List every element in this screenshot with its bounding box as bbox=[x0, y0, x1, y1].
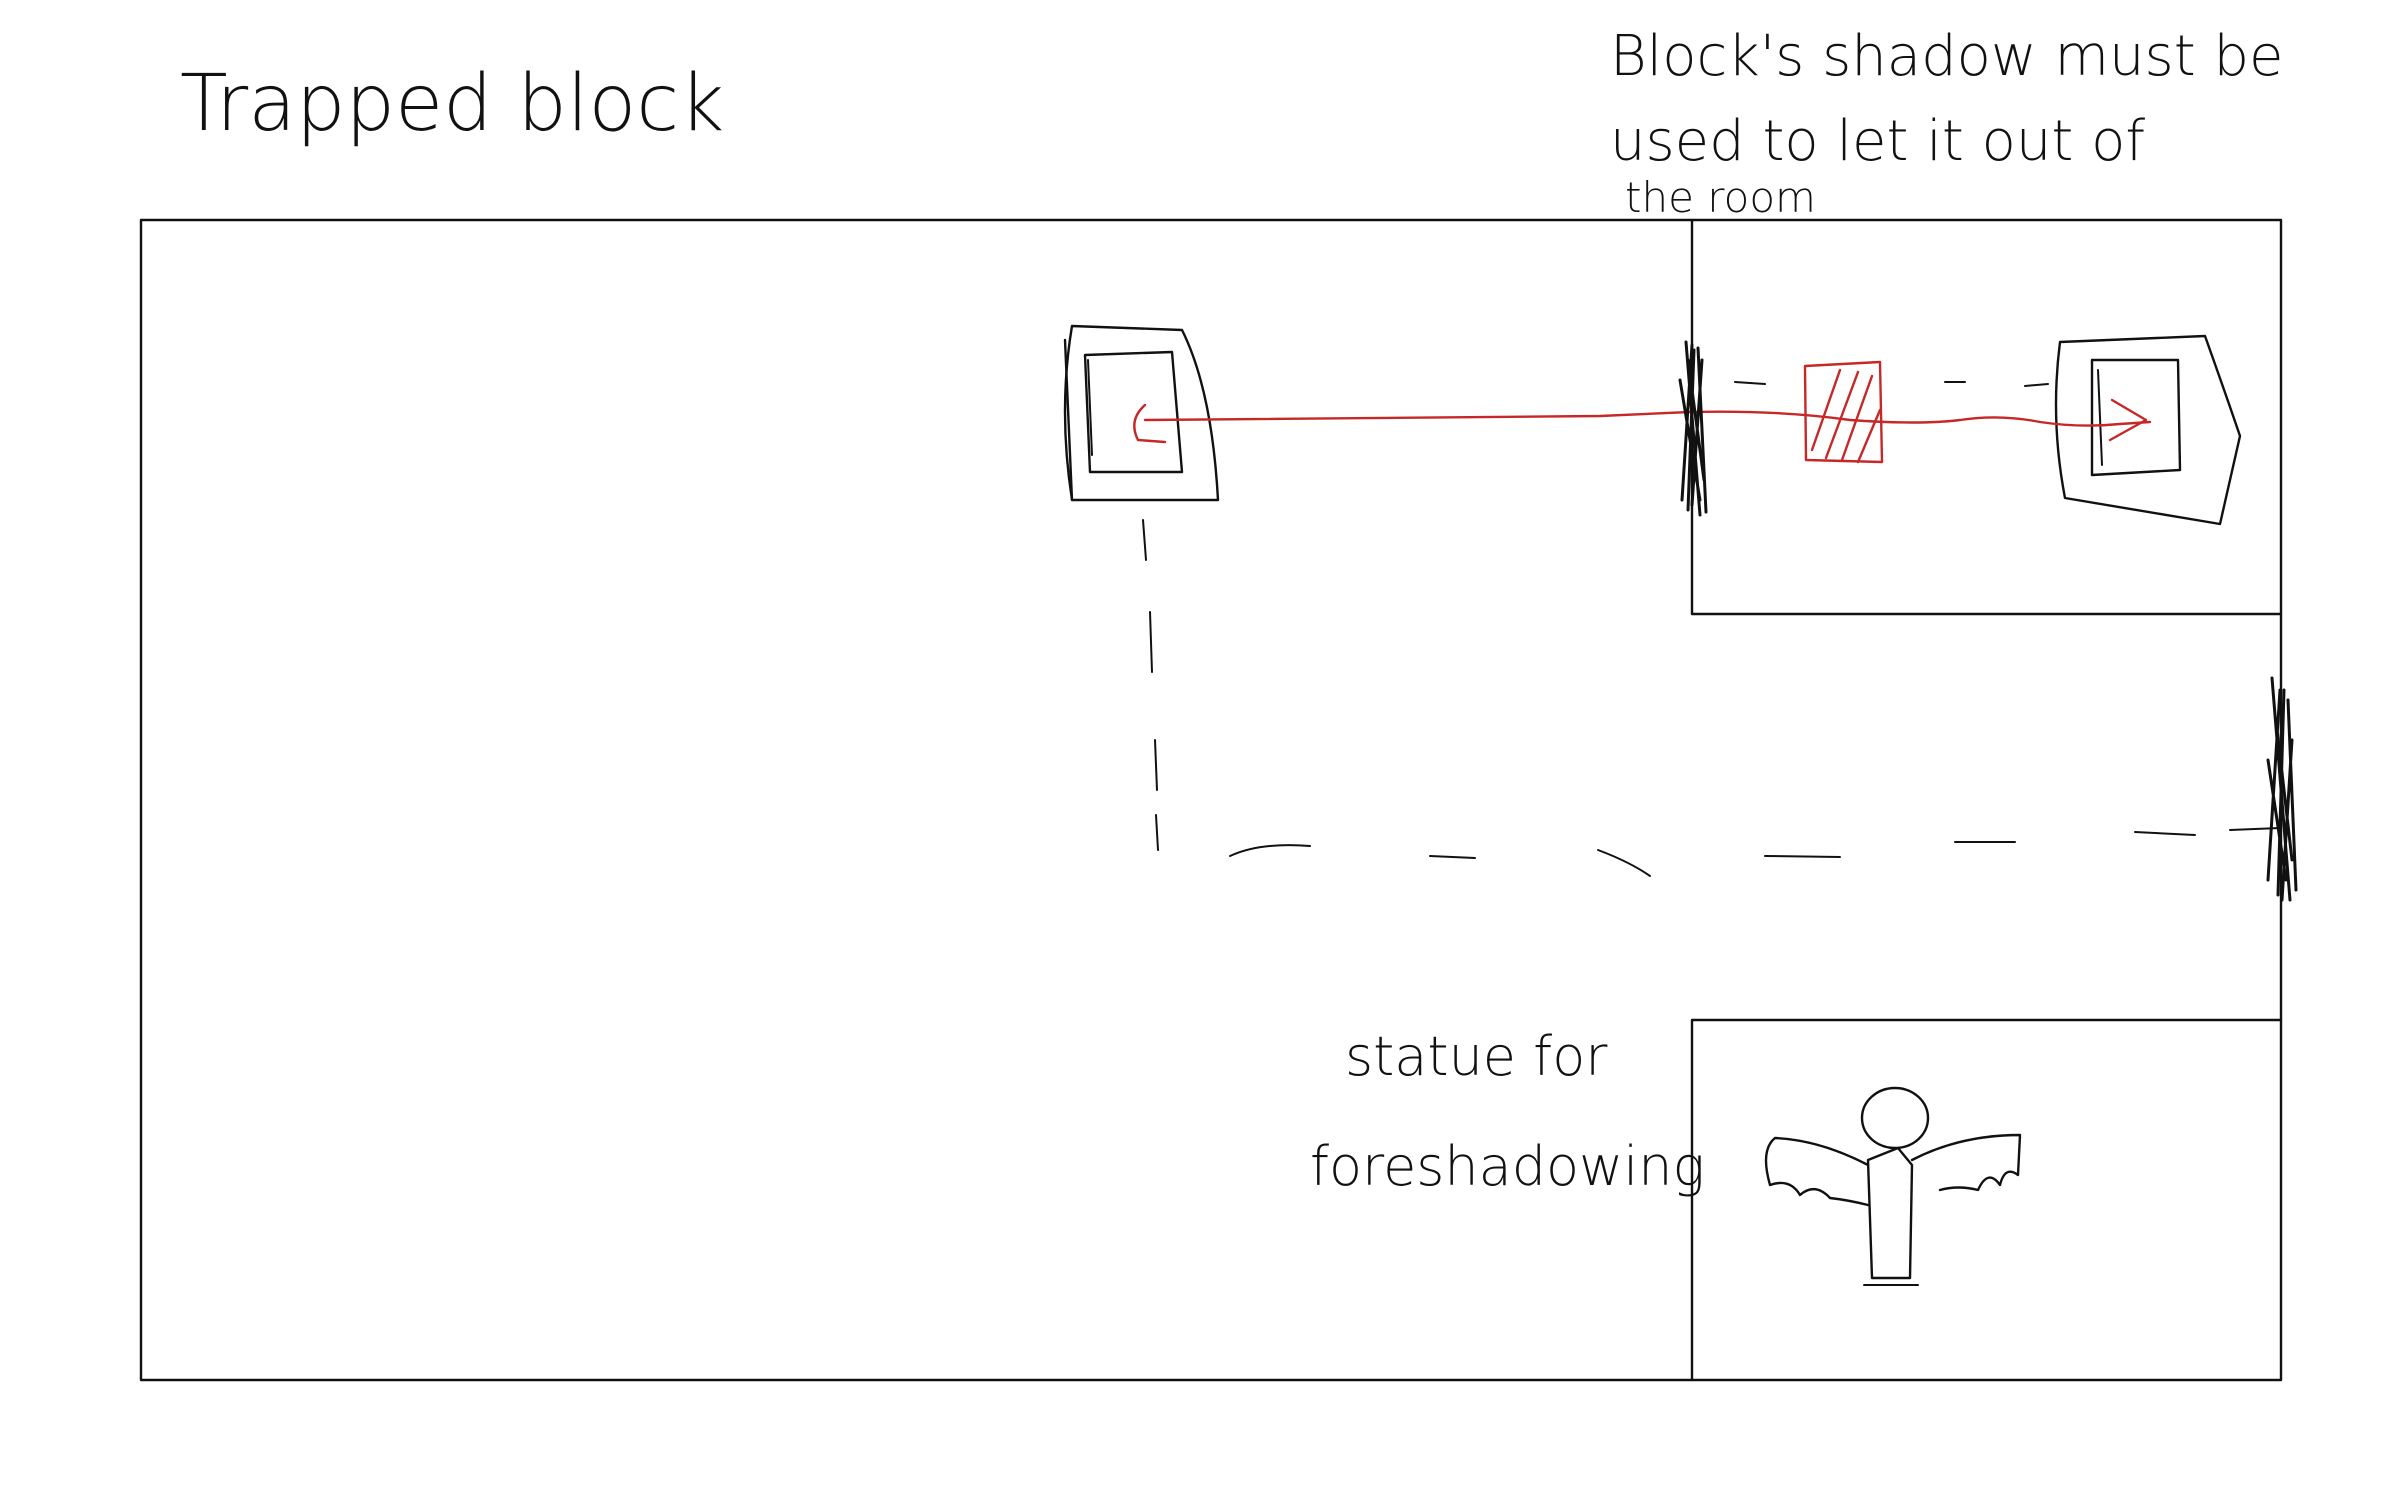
statue-note-line-2: foreshadowing bbox=[1310, 1135, 1705, 1198]
trapped-block bbox=[1063, 324, 1220, 502]
diagram-title: Trapped block bbox=[180, 59, 724, 149]
block-target bbox=[2054, 334, 2242, 526]
statue-alcove-walls bbox=[1690, 1018, 2283, 1382]
shadow-note-line-3: the room bbox=[1625, 173, 1816, 222]
shadow-path bbox=[1133, 360, 2152, 464]
statue-note-line-1: statue for bbox=[1345, 1025, 1608, 1088]
exit-door-scribble bbox=[2266, 676, 2298, 902]
upper-door-scribble bbox=[1678, 340, 1708, 517]
angel-statue-icon bbox=[1764, 1086, 2022, 1286]
main-room-outline bbox=[139, 218, 2283, 1382]
shadow-note-line-2: used to let it out of bbox=[1610, 109, 2145, 174]
dashed-route bbox=[1142, 381, 2281, 877]
shadow-note-line-1: Block's shadow must be bbox=[1610, 24, 2283, 89]
